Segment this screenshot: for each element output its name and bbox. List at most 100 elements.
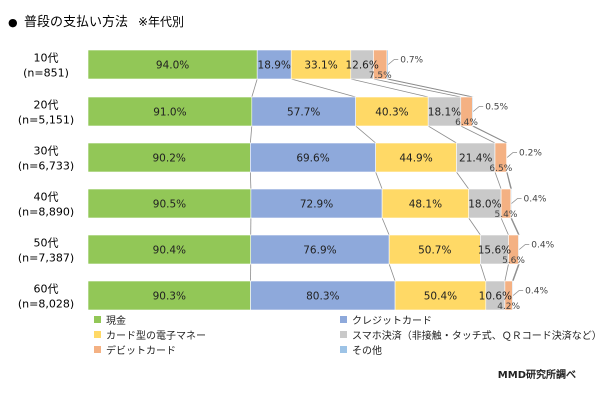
leader-line <box>511 198 522 204</box>
legend-swatch <box>94 331 101 338</box>
legend-item: スマホ決済（非接触・タッチ式、ＱＲコード決済など） <box>340 327 600 342</box>
legend-label: その他 <box>352 346 382 357</box>
category-n-label: (n=7,387) <box>18 252 74 265</box>
data-label: 15.6% <box>478 245 511 257</box>
legend-label: カード型の電子マネー <box>106 331 206 342</box>
leader-line <box>472 106 484 112</box>
bar-segment <box>480 234 509 265</box>
connector-line <box>512 263 520 282</box>
bar-segment <box>355 96 429 127</box>
data-label-other: 0.2% <box>519 149 542 159</box>
connector-line <box>494 171 502 190</box>
category-label: 20代 <box>34 99 59 112</box>
leader-line <box>506 152 518 158</box>
connector-line <box>355 125 376 144</box>
bar-segment <box>251 96 356 127</box>
legend-label: デビットカード <box>106 346 176 357</box>
legend-item: クレジットカード <box>340 312 432 327</box>
data-label-other: 0.4% <box>525 287 548 297</box>
data-label: 90.5% <box>153 199 186 211</box>
leader-line <box>512 290 524 296</box>
connector-line <box>373 78 461 98</box>
legend-label: スマホ決済（非接触・タッチ式、ＱＲコード決済など） <box>352 331 600 342</box>
data-label: 18.1% <box>428 107 461 119</box>
bar-segment <box>250 142 376 173</box>
category-label: 60代 <box>34 283 59 296</box>
series-connector-lines <box>249 78 520 282</box>
connector-line <box>456 171 470 190</box>
data-label: 10.6% <box>479 291 512 303</box>
connector-line <box>506 171 512 190</box>
data-label: 12.6% <box>345 60 378 72</box>
connector-line <box>251 78 258 98</box>
bar-segment <box>87 188 252 219</box>
data-label: 76.9% <box>303 245 336 257</box>
legend-label: 現金 <box>106 316 126 327</box>
connector-line <box>510 217 519 236</box>
data-label-small: 6.4% <box>455 118 478 128</box>
data-label: 94.0% <box>156 60 189 72</box>
data-label-small: 5.6% <box>502 256 525 266</box>
category-label: 10代 <box>34 52 59 65</box>
source-note: MMD研究所調べ <box>497 370 576 381</box>
legend-swatch <box>340 346 347 353</box>
connector-line <box>473 125 508 144</box>
bar-segment <box>87 142 251 173</box>
connector-line <box>388 263 396 282</box>
leader-line <box>387 59 399 65</box>
bar-segment <box>375 142 457 173</box>
bar-segment <box>250 188 383 219</box>
chart-title: 普段の支払い方法 <box>24 14 128 30</box>
legend-item: デビットカード <box>94 342 176 357</box>
data-label: 72.9% <box>300 199 333 211</box>
bar-segment <box>427 96 462 127</box>
data-label-other: 0.4% <box>524 195 547 205</box>
category-n-label: (n=5,151) <box>18 114 74 127</box>
bar-segment <box>87 234 252 265</box>
legend-item: カード型の電子マネー <box>94 327 206 342</box>
bar-segment <box>256 49 292 80</box>
connector-line <box>468 217 481 236</box>
connector-line <box>375 171 383 190</box>
data-label: 80.3% <box>306 291 339 303</box>
title-bullet: ● <box>8 16 18 29</box>
data-label: 57.7% <box>287 107 320 119</box>
legend-swatch <box>340 316 347 323</box>
data-label: 50.7% <box>418 245 451 257</box>
category-n-label: (n=8,890) <box>18 206 74 219</box>
data-label: 90.2% <box>153 153 186 165</box>
bar-segment <box>471 96 474 127</box>
bar-segment <box>87 49 258 80</box>
connector-line <box>249 125 253 144</box>
bar-segment <box>394 280 487 311</box>
connector-line <box>249 171 252 190</box>
connector-line <box>500 217 509 236</box>
bar-segment <box>468 188 502 219</box>
bar-segment <box>250 234 390 265</box>
bar-segment <box>87 96 253 127</box>
data-label-other: 0.7% <box>400 56 423 66</box>
connector-line <box>504 263 509 282</box>
bar-segment <box>518 234 520 265</box>
connector-line <box>388 78 474 98</box>
data-label: 91.0% <box>153 107 186 119</box>
connector-line <box>427 125 457 144</box>
data-label-small: 4.2% <box>497 302 520 312</box>
category-label: 30代 <box>34 145 59 158</box>
chart-subtitle: ※年代別 <box>138 15 184 29</box>
connector-line <box>506 171 512 190</box>
connector-line <box>512 263 519 282</box>
legend-swatch <box>94 316 101 323</box>
connector-line <box>291 78 356 98</box>
legend-label: クレジットカード <box>352 316 432 327</box>
connector-line <box>480 263 487 282</box>
data-label-other: 0.4% <box>531 241 554 251</box>
connector-line <box>350 78 429 98</box>
bar-segment <box>456 142 496 173</box>
category-n-label: (n=851) <box>23 67 69 80</box>
category-n-label: (n=8,028) <box>18 298 74 311</box>
leader-line <box>519 244 530 250</box>
data-labels: 94.0% 18.9% 33.1% 12.6%7.5% 0.7% 91.0% 57.7% 40… <box>153 56 555 313</box>
data-label: 48.1% <box>409 199 442 211</box>
